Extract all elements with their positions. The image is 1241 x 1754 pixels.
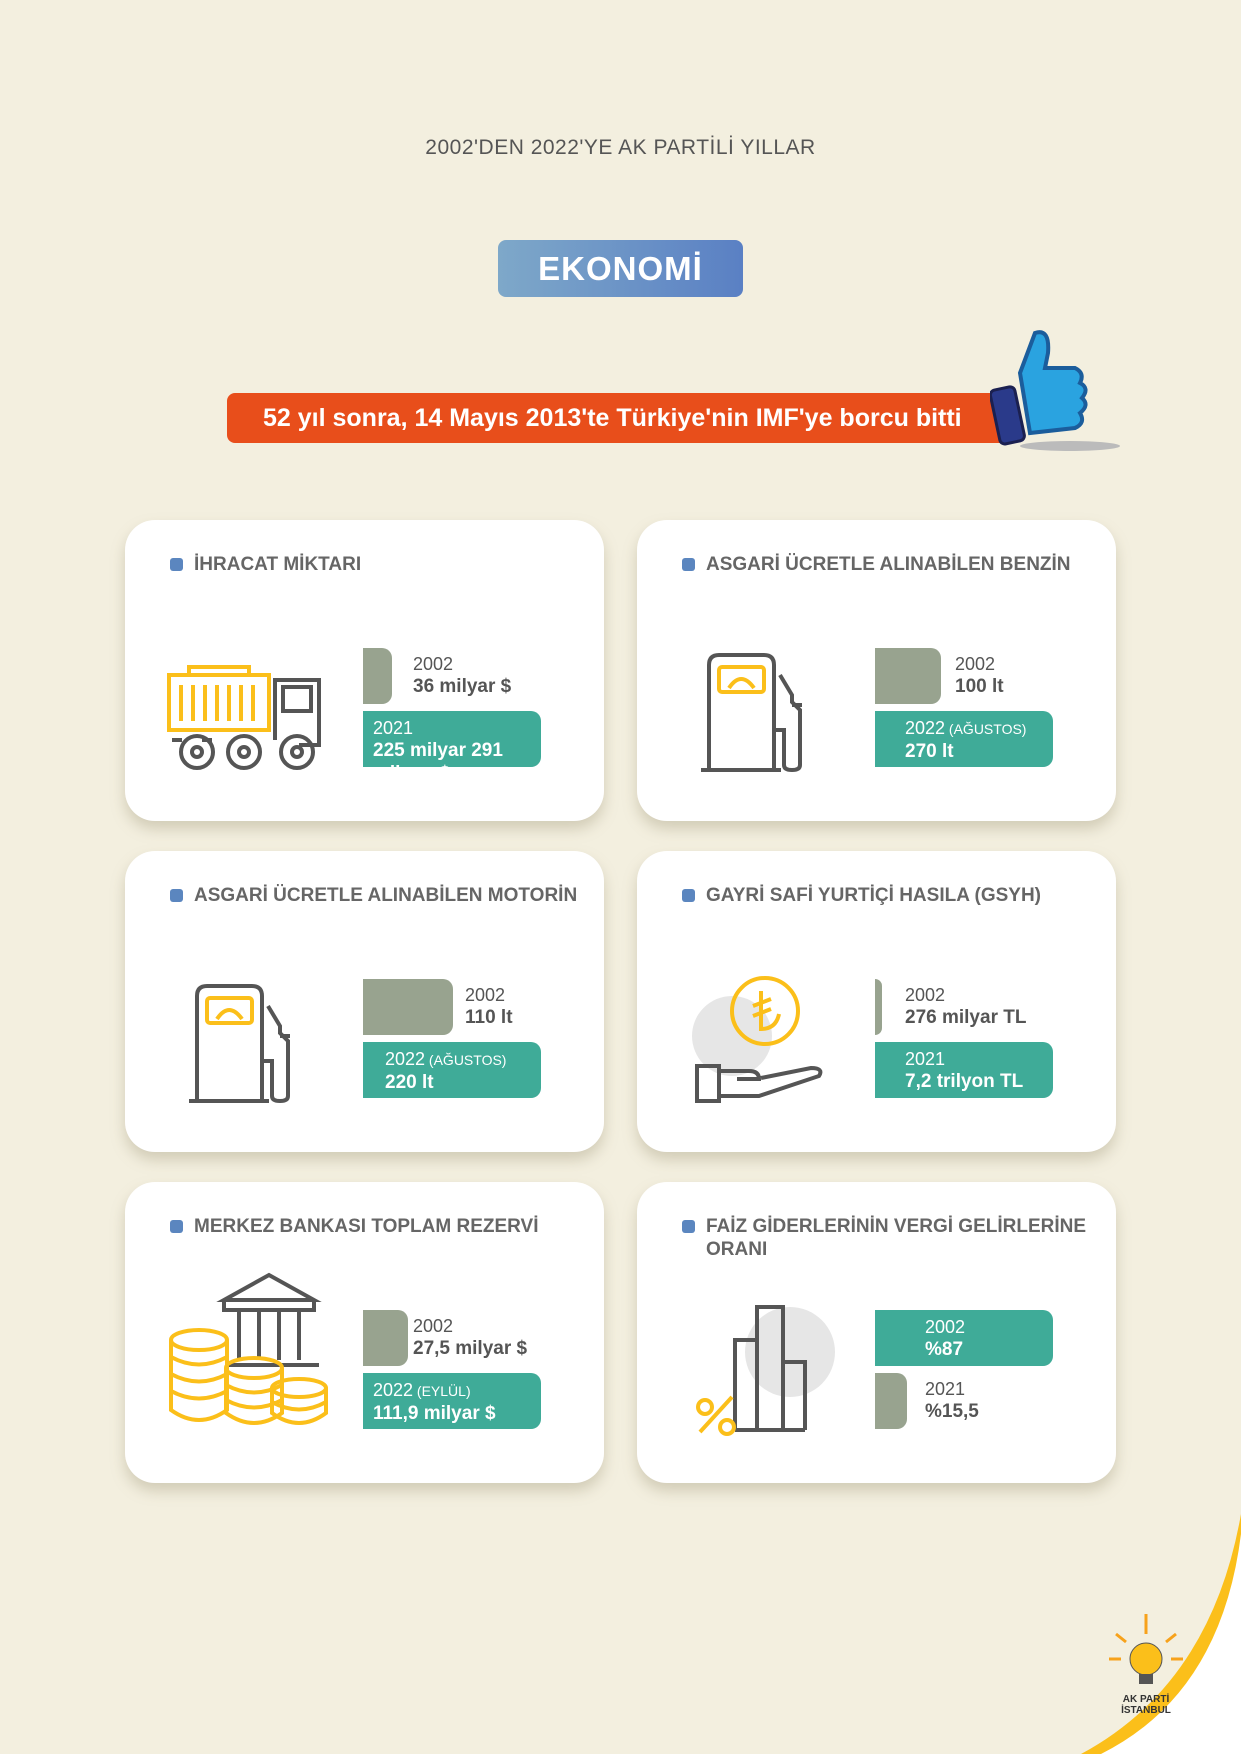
- thumbs-up-icon: [990, 330, 1120, 451]
- card-diesel: ASGARİ ÜCRETLE ALINABİLEN MOTORİN 2002 11…: [125, 851, 604, 1152]
- fuel-pump-icon: [701, 653, 802, 773]
- lira-hand-icon: [692, 976, 823, 1103]
- bank-coins-icon: [169, 1272, 328, 1425]
- card-title: İHRACAT MİKTARI: [194, 554, 362, 575]
- card-title: GAYRİ SAFİ YURTİÇİ HASILA (GSYH): [706, 885, 1041, 906]
- imf-banner: 52 yıl sonra, 14 Mayıs 2013'te Türkiye'n…: [227, 393, 1017, 443]
- bullet-icon: [170, 1220, 183, 1233]
- value-2002: 2002 36 milyar $: [413, 654, 512, 697]
- card-gdp: GAYRİ SAFİ YURTİÇİ HASILA (GSYH) 2002 276…: [637, 851, 1116, 1152]
- card-title: MERKEZ BANKASI TOPLAM REZERVİ: [194, 1216, 539, 1237]
- card-export: İHRACAT MİKTARI 2002 36 milyar $ 2021 225 …: [125, 520, 604, 821]
- ak-parti-logo: AK PARTİ İSTANBUL: [1081, 1514, 1241, 1754]
- value-latest: 2021 225 milyar 291 milyon $: [363, 711, 541, 784]
- bullet-icon: [682, 1220, 695, 1233]
- card-title: FAİZ GİDERLERİNİN VERGİ GELİRLERİNE ORAN…: [706, 1216, 1087, 1260]
- bullet-icon: [170, 558, 183, 571]
- card-title: ASGARİ ÜCRETLE ALINABİLEN BENZİN: [706, 554, 1071, 575]
- percent-chart-icon: [696, 1305, 835, 1436]
- card-reserves: MERKEZ BANKASI TOPLAM REZERVİ 2002 27,5 m…: [125, 1182, 604, 1483]
- bullet-icon: [682, 889, 695, 902]
- truck-icon: [167, 665, 321, 770]
- card-title: ASGARİ ÜCRETLE ALINABİLEN MOTORİN: [194, 885, 578, 906]
- svg-text:AK PARTİ: AK PARTİ: [1123, 1692, 1170, 1705]
- section-badge: EKONOMİ: [498, 240, 743, 297]
- fuel-pump-icon: [189, 984, 290, 1104]
- card-gasoline: ASGARİ ÜCRETLE ALINABİLEN BENZİN 2002 100…: [637, 520, 1116, 821]
- page-title: 2002'DEN 2022'YE AK PARTİLİ YILLAR: [425, 136, 816, 159]
- svg-text:İSTANBUL: İSTANBUL: [1121, 1703, 1171, 1716]
- card-interest-ratio: FAİZ GİDERLERİNİN VERGİ GELİRLERİNE ORAN…: [637, 1182, 1116, 1483]
- bullet-icon: [170, 889, 183, 902]
- bullet-icon: [682, 558, 695, 571]
